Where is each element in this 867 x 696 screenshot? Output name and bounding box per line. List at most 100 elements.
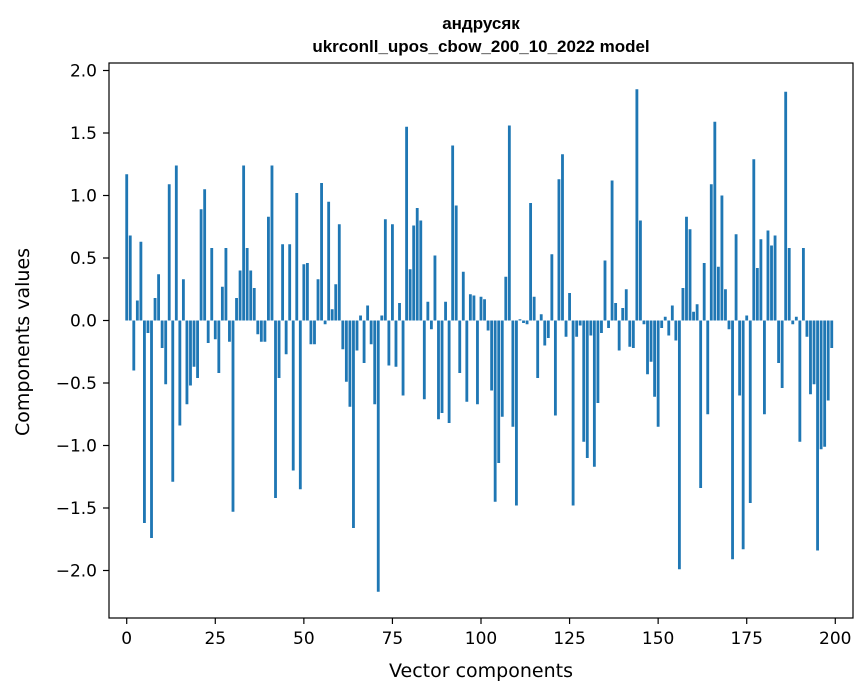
- bar-188: [791, 320, 795, 325]
- bar-182: [770, 245, 773, 321]
- x-tick-label: 200: [819, 629, 851, 649]
- x-axis: 0 25 50 75 100 125 150 175 200: [121, 618, 852, 649]
- bar-147: [646, 320, 649, 375]
- bar-47: [291, 320, 295, 471]
- bar-78: [401, 320, 405, 396]
- bar-5: [143, 320, 146, 523]
- bar-183: [773, 235, 777, 321]
- bar-73: [383, 219, 387, 321]
- bar-175: [745, 315, 749, 321]
- bar-191: [801, 248, 805, 321]
- bar-61: [341, 320, 345, 350]
- bar-59: [334, 284, 338, 321]
- bar-91: [447, 320, 451, 423]
- bar-172: [734, 234, 738, 321]
- bar-135: [603, 260, 607, 321]
- bar-196: [819, 320, 823, 450]
- bar-48: [295, 193, 299, 321]
- bar-190: [798, 320, 802, 442]
- bar-58: [330, 309, 334, 321]
- y-axis-label: Components values: [12, 248, 34, 436]
- bar-199: [830, 320, 834, 348]
- bar-14: [174, 165, 178, 321]
- x-tick-label: 50: [293, 629, 315, 649]
- chart-title: андрусяк: [442, 14, 520, 33]
- bar-83: [419, 220, 423, 321]
- bar-24: [210, 248, 214, 321]
- bar-110: [515, 320, 518, 506]
- bar-90: [444, 301, 447, 321]
- bar-177: [752, 159, 756, 321]
- bar-165: [709, 184, 713, 321]
- bar-52: [309, 320, 313, 345]
- bar-198: [826, 320, 830, 401]
- bar-169: [724, 289, 727, 321]
- bar-42: [274, 320, 277, 498]
- y-tick-label: 0.0: [70, 312, 97, 332]
- bar-60: [337, 224, 341, 321]
- bar-132: [592, 320, 596, 467]
- bar-20: [196, 320, 199, 378]
- bar-37: [256, 320, 260, 335]
- bar-156: [677, 320, 681, 570]
- bar-119: [546, 320, 550, 338]
- y-tick-label: −2.0: [56, 562, 97, 582]
- bar-36: [252, 288, 256, 321]
- bar-184: [777, 320, 781, 363]
- bar-163: [702, 263, 706, 321]
- bar-31: [235, 298, 238, 321]
- bar-63: [348, 320, 352, 407]
- y-tick-label: 0.5: [70, 249, 97, 269]
- bar-0: [125, 174, 129, 321]
- bar-28: [224, 248, 228, 321]
- y-tick-label: 2.0: [70, 62, 97, 82]
- bar-53: [313, 320, 316, 345]
- bar-164: [706, 320, 710, 415]
- bar-43: [277, 320, 281, 378]
- bar-146: [642, 320, 646, 325]
- bar-92: [451, 145, 455, 321]
- bar-120: [550, 254, 554, 321]
- bar-46: [288, 244, 292, 321]
- plot-frame: [108, 62, 854, 619]
- bar-38: [259, 320, 263, 342]
- bar-18: [189, 320, 192, 386]
- bar-93: [454, 205, 458, 321]
- bar-193: [809, 320, 812, 395]
- bar-108: [507, 125, 511, 321]
- bar-149: [653, 320, 657, 397]
- bar-45: [284, 320, 288, 355]
- bar-170: [727, 320, 731, 330]
- bar-74: [387, 320, 391, 366]
- x-tick-label: 125: [553, 629, 585, 649]
- bar-1: [128, 235, 132, 321]
- bar-87: [433, 255, 437, 321]
- bar-32: [238, 270, 242, 321]
- bar-117: [539, 314, 543, 321]
- bar-12: [167, 184, 171, 321]
- chart-subtitle: ukrconll_upos_cbow_200_10_2022 model: [312, 37, 649, 56]
- x-axis-label: Vector components: [389, 660, 573, 682]
- bar-7: [150, 320, 153, 538]
- bar-155: [674, 320, 678, 341]
- bar-160: [692, 311, 695, 321]
- bar-114: [529, 203, 533, 321]
- bar-55: [320, 183, 323, 321]
- bar-150: [656, 320, 660, 427]
- bar-179: [759, 239, 763, 321]
- bar-162: [699, 320, 703, 488]
- bar-192: [805, 320, 809, 337]
- y-axis: 2.0 1.5 1.0 0.5 0.0 −0.5 −1.0 −1.5 −2.0: [56, 62, 109, 582]
- bar-84: [422, 320, 426, 400]
- bar-25: [213, 320, 217, 340]
- bar-100: [479, 296, 483, 321]
- bar-141: [624, 289, 628, 321]
- bar-41: [270, 165, 274, 321]
- bar-173: [738, 320, 742, 396]
- bar-44: [281, 244, 285, 321]
- bar-106: [500, 320, 504, 417]
- bar-144: [635, 89, 639, 321]
- bar-54: [316, 279, 320, 321]
- bar-94: [458, 320, 462, 373]
- bar-127: [575, 320, 579, 337]
